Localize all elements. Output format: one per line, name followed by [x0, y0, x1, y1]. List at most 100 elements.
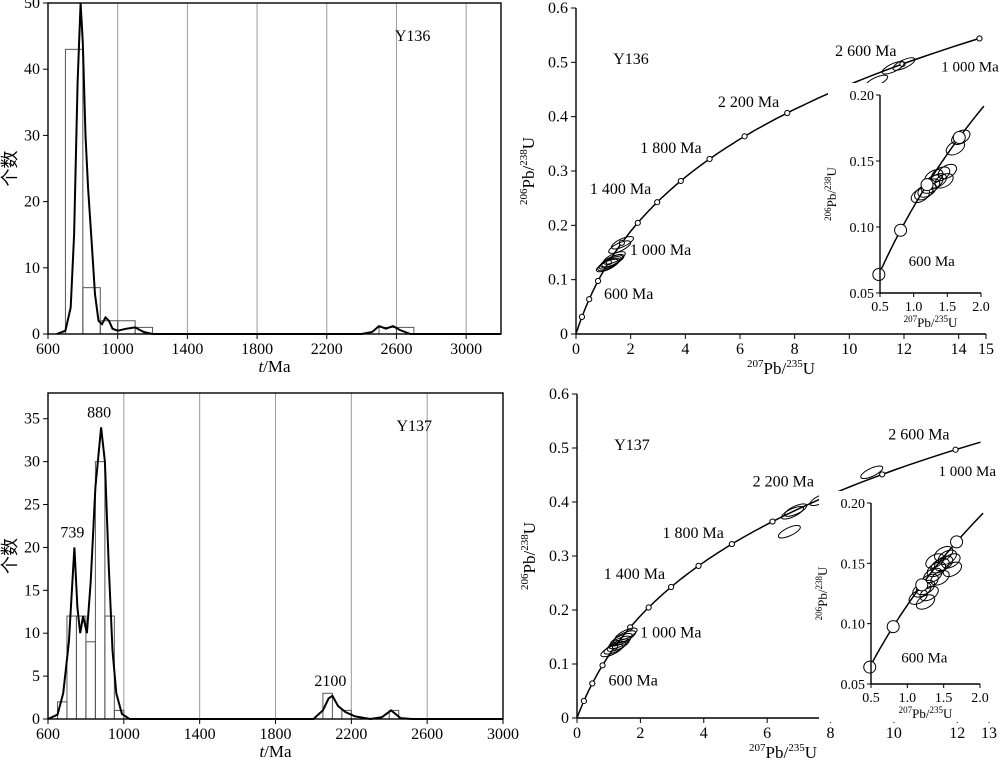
kde-curve: [56, 2, 501, 335]
y-tick-label: 0: [32, 711, 40, 728]
y-tick-label: 0.1: [548, 272, 568, 289]
y-tick-label: 0.4: [549, 494, 569, 511]
inset-age-marker-2: [920, 178, 934, 192]
inset-y-tick-label: 0.10: [850, 221, 875, 236]
x-tick-label: 2: [636, 725, 644, 742]
inset-y-tick-label: 0.05: [850, 287, 875, 302]
y-axis-label-part: 206: [519, 573, 531, 590]
x-axis-label: 207Pb/235U: [749, 742, 817, 762]
y-axis-label: 206Pb/238U: [518, 137, 538, 205]
inset-x-tick-label: 0.5: [862, 691, 880, 706]
age-label-1: 1 000 Ma: [640, 624, 701, 641]
age-label-4: 2 200 Ma: [718, 94, 779, 111]
inset-y-axis-label: 206Pb/238U: [814, 566, 830, 620]
sample-label: Y137: [614, 437, 650, 454]
y-tick-label: 0: [32, 326, 40, 343]
x-tick-label: 1800: [260, 726, 292, 743]
age-label-5: 2 600 Ma: [888, 427, 949, 444]
x-tick-label: 600: [36, 726, 60, 743]
inset-y-tick-label: 0.10: [841, 618, 866, 633]
age-label-5: 2 600 Ma: [835, 43, 896, 60]
y-axis-label-part: U: [519, 137, 538, 149]
inset-ellipse-15: [915, 594, 936, 610]
inset-x-axis-label: 207Pb/235U: [904, 314, 958, 330]
age-marker-5: [645, 604, 652, 611]
inset-x-tick-label: 1.5: [935, 691, 953, 706]
age-marker-9: [769, 518, 776, 525]
inset-age-marker-2: [915, 578, 929, 592]
peak-label-1: 880: [87, 404, 111, 421]
data-ellipse-6: [600, 643, 624, 658]
sample-label: Y136: [613, 51, 649, 68]
inset-age-marker-3: [952, 130, 966, 144]
y-tick-label: 0.6: [549, 386, 569, 403]
x-axis-label-unit: /Ma: [263, 357, 291, 376]
age-marker-8: [706, 155, 713, 163]
age-marker-0: [578, 313, 586, 320]
hist2-panel: 600 1000 1400 1800 2200 2600 3000 0 5 10 15 20 25 30 3…: [0, 392, 519, 761]
y-tick-label: 10: [24, 625, 40, 642]
data-ellipse-8: [784, 503, 808, 517]
inset-ellipse-14: [925, 553, 945, 569]
x-axis-label-var: t: [258, 357, 264, 376]
y-tick-label: 20: [24, 539, 40, 556]
y-tick-label: 20: [24, 194, 40, 211]
x-axis-label-part: 235: [788, 742, 805, 754]
inset-y-axis-label: 206Pb/238U: [823, 167, 839, 221]
data-ellipse-3: [613, 630, 637, 644]
data-ellipse-2: [609, 632, 633, 647]
hist1-panel: 600 1000 1400 1800 2200 2600 3000 0 10 20 30 40 50 t/…: [0, 0, 502, 376]
x-tick-label: 4: [700, 725, 708, 742]
x-tick-label: 12: [949, 725, 965, 742]
x-tick-label: 0: [573, 725, 581, 742]
x-tick-label: 8: [791, 341, 799, 358]
age-label-2: 1 400 Ma: [590, 181, 651, 198]
inset-ellipse-12: [934, 545, 954, 562]
x-tick-label: 6: [736, 341, 744, 358]
inset-y-axis-label-part: 206: [823, 207, 833, 221]
x-tick-label: 3000: [450, 341, 482, 358]
y-tick-label: 0.5: [549, 440, 569, 457]
inset-ellipse-5: [937, 549, 957, 566]
data-ellipse-7: [610, 235, 634, 250]
x-tick-label: 12: [896, 341, 912, 358]
data-ellipse-5: [614, 627, 638, 642]
histogram-bar-3: [85, 641, 96, 720]
data-ellipse-5: [602, 251, 626, 265]
age-marker-7: [677, 177, 684, 185]
histogram-bar-5: [104, 615, 115, 720]
conc2-panel: 0 2 4 6 8 10 12 1300.10.20.30.40.50.6207Pb/235U…: [519, 386, 997, 762]
inset-y-tick-label: 0.20: [841, 497, 866, 512]
y-tick-label: 0.4: [548, 109, 568, 126]
y-tick-label: 40: [24, 61, 40, 78]
x-tick-label: 10: [841, 341, 857, 358]
age-label-3: 1 800 Ma: [640, 140, 701, 157]
age-marker-13: [976, 35, 983, 42]
inset-ellipse-9: [908, 589, 928, 605]
inset-age-marker-3: [950, 535, 964, 549]
inset-x-axis-label: 207Pb/235U: [899, 705, 953, 721]
x-tick-label: 2: [627, 341, 635, 358]
inset-ellipse-11: [930, 570, 950, 586]
inset-age-label-0: 600 Ma: [901, 651, 948, 667]
inset-x-axis-label-part: 235: [929, 705, 943, 715]
x-tick-label: 1400: [184, 726, 216, 743]
data-ellipse-7: [781, 506, 805, 520]
x-tick-label: 1000: [108, 726, 140, 743]
y-tick-label: 0: [560, 326, 568, 343]
inset-age-marker-0: [863, 660, 877, 674]
x-tick-label: 3000: [487, 726, 519, 743]
y-axis-label-part: 238: [518, 149, 530, 166]
inset-y-axis-label-part: 238: [814, 576, 824, 590]
x-tick-label: 13: [981, 725, 997, 742]
x-axis-label-part: U: [803, 359, 815, 378]
inset-x-axis-label-part: Pb/: [917, 315, 935, 330]
y-axis-label: 个数: [0, 538, 20, 574]
x-tick-label: 8: [827, 725, 835, 742]
inset-x-axis-label-part: 207: [899, 705, 913, 715]
age-marker-12: [952, 446, 959, 453]
x-axis-label-part: Pb/: [766, 743, 789, 762]
x-axis-label-part: 235: [786, 358, 803, 370]
data-ellipse-11: [860, 465, 884, 480]
age-label-4: 2 200 Ma: [753, 473, 814, 490]
